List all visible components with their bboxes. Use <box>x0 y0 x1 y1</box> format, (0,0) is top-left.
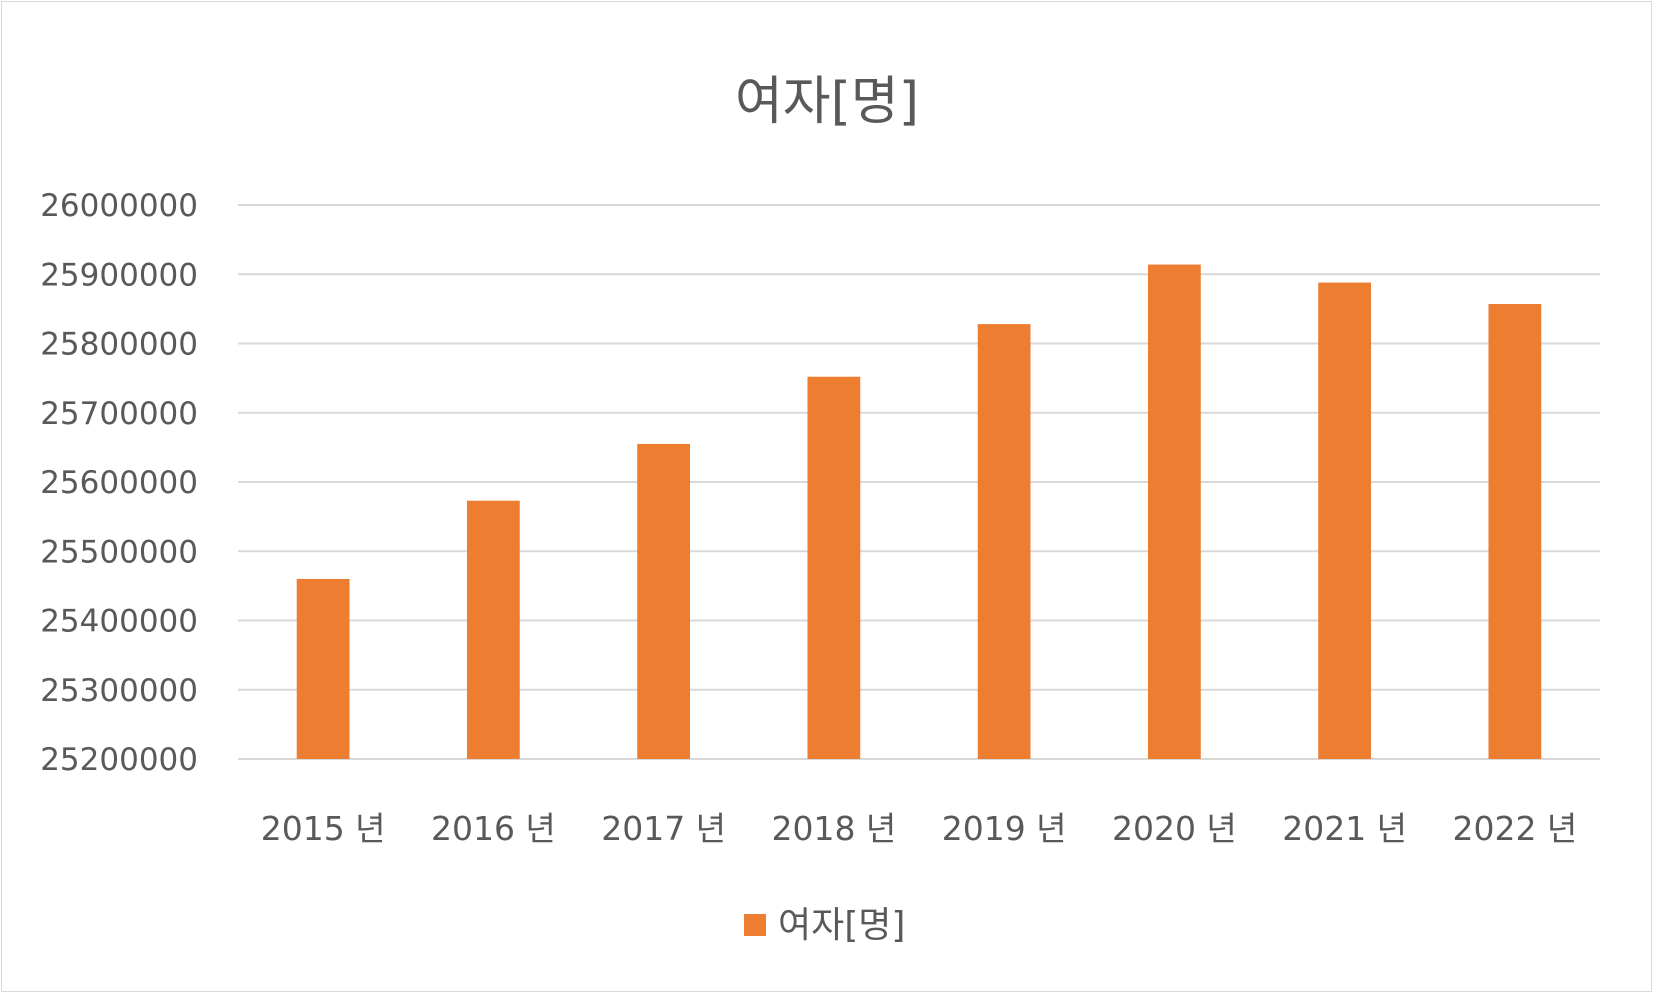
bar <box>1147 264 1201 759</box>
gridlines <box>238 204 1600 760</box>
bar <box>466 500 520 759</box>
y-tick-label: 25200000 <box>40 742 198 778</box>
x-tick-label: 2019 년 <box>942 809 1067 848</box>
bar <box>1318 282 1372 759</box>
y-tick-label: 25600000 <box>40 465 198 501</box>
x-tick-label: 2020 년 <box>1112 809 1237 848</box>
x-tick-label: 2021 년 <box>1282 809 1407 848</box>
y-tick-label: 25700000 <box>40 396 198 432</box>
x-tick-label: 2015 년 <box>261 809 386 848</box>
bar <box>637 443 691 759</box>
bar <box>807 376 861 759</box>
y-tick-label: 25900000 <box>40 257 198 293</box>
y-axis-ticks: 25200000 25300000 25400000 25500000 25600000… <box>40 188 198 778</box>
y-tick-label: 25400000 <box>40 604 198 640</box>
y-tick-label: 25500000 <box>40 534 198 570</box>
chart-title: 여자[명] <box>735 72 919 132</box>
x-axis-ticks: 2015 년 2016 년 2017 년 2018 년 2019 년 2020 년 2021… <box>261 809 1578 848</box>
legend-swatch <box>744 914 766 936</box>
x-tick-label: 2018 년 <box>771 809 896 848</box>
bars <box>296 264 1542 759</box>
y-tick-label: 26000000 <box>40 188 198 224</box>
x-tick-label: 2016 년 <box>431 809 556 848</box>
x-tick-label: 2022 년 <box>1452 809 1577 848</box>
y-tick-label: 25800000 <box>40 327 198 363</box>
legend: 여자[명] <box>744 905 905 946</box>
y-tick-label: 25300000 <box>40 673 198 709</box>
bar <box>977 324 1031 759</box>
legend-label: 여자[명] <box>778 905 905 946</box>
x-tick-label: 2017 년 <box>601 809 726 848</box>
bar <box>296 578 350 759</box>
bar <box>1488 304 1542 759</box>
